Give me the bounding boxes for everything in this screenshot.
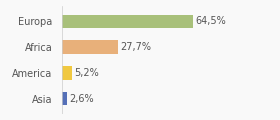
Text: 27,7%: 27,7% [120, 42, 151, 52]
Bar [62, 92, 67, 105]
Bar [62, 40, 118, 54]
Text: 5,2%: 5,2% [74, 68, 99, 78]
Bar [62, 66, 72, 80]
Text: 64,5%: 64,5% [195, 16, 226, 26]
Bar [62, 15, 193, 28]
Text: 2,6%: 2,6% [69, 94, 94, 104]
